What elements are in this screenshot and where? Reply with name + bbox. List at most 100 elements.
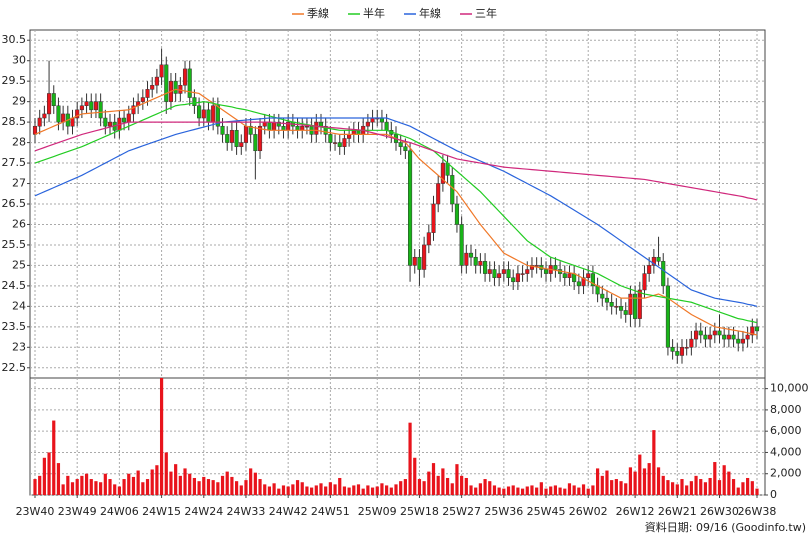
volume-bar <box>70 482 75 495</box>
volume-bar <box>258 479 262 495</box>
y-tick-label: 26.5 <box>2 197 27 210</box>
candle-body <box>159 64 164 78</box>
volume-bar <box>244 480 248 495</box>
candle-body <box>679 347 685 356</box>
candle-body <box>543 269 549 274</box>
volume-bar <box>220 475 225 495</box>
volume-bar <box>300 482 304 495</box>
candle-body <box>150 85 155 90</box>
volume-bar <box>727 471 731 495</box>
volume-bar <box>380 483 384 495</box>
x-tick-label: 26W12 <box>616 505 655 518</box>
candle-body <box>379 117 384 123</box>
volume-bar <box>685 485 689 495</box>
candle-body <box>323 125 328 135</box>
y-tick-label: 29 <box>12 95 26 108</box>
candle-body <box>483 261 488 274</box>
candle-body <box>351 130 356 135</box>
y-tick-label: 24.5 <box>2 279 27 292</box>
candle-body <box>633 293 638 319</box>
ma-line <box>34 117 758 307</box>
volume-bar <box>722 465 726 495</box>
volume-bar <box>164 452 168 495</box>
volume-bar <box>422 481 426 495</box>
candle-body <box>520 273 525 275</box>
candle-body <box>511 277 516 283</box>
candle-body <box>473 256 478 266</box>
legend-label: 季線 <box>307 6 329 20</box>
volume-bar <box>610 480 614 495</box>
candle-body <box>281 125 286 131</box>
volume-bar <box>595 468 600 495</box>
candle-body <box>576 281 581 287</box>
y2-tick-label: 4,000 <box>770 445 802 458</box>
candle-body <box>712 330 717 336</box>
volume-bar <box>680 479 684 495</box>
candle-body <box>529 265 535 270</box>
y2-tick-label: 6,000 <box>770 424 802 437</box>
candle-body <box>506 269 511 278</box>
volume-bar <box>408 422 412 495</box>
volume-bar <box>713 462 717 495</box>
x-tick-label: 25W09 <box>358 505 397 518</box>
candle-body <box>370 117 375 123</box>
candle-body <box>675 351 680 356</box>
candle-body <box>450 175 455 205</box>
volume-bar <box>183 468 187 495</box>
candle-body <box>337 142 342 147</box>
volume-bar <box>267 486 272 495</box>
x-tick-label: 25W27 <box>442 505 481 518</box>
candle-body <box>534 265 539 267</box>
candle-body <box>731 334 736 340</box>
volume-bar <box>736 487 740 495</box>
volume-bar <box>530 485 534 495</box>
volume-bar <box>478 483 482 495</box>
x-tick-label: 26W21 <box>658 505 697 518</box>
volume-bar <box>502 488 506 495</box>
candle-body <box>182 68 188 86</box>
candle-body <box>708 334 713 340</box>
volume-bar <box>310 487 314 495</box>
x-tick-label: 24W06 <box>100 505 139 518</box>
volume-bar <box>108 479 112 495</box>
candle-body <box>314 121 319 135</box>
volume-bar <box>628 467 633 495</box>
volume-bar <box>136 470 140 495</box>
x-tick-label: 23W49 <box>58 505 97 518</box>
candle-body <box>665 285 670 348</box>
volume-bar <box>174 464 178 495</box>
candle-body <box>586 273 591 278</box>
y-tick-label: 28.5 <box>2 115 27 128</box>
y-tick-label: 23.5 <box>2 320 27 333</box>
volume-bar <box>535 487 539 495</box>
volume-bar <box>675 484 679 495</box>
volume-bar <box>56 463 61 495</box>
candle-body <box>140 97 145 102</box>
volume-bar <box>549 486 553 495</box>
volume-bar <box>455 464 459 495</box>
volume-bar <box>216 482 220 495</box>
candle-body <box>736 338 741 344</box>
candle-body <box>333 142 338 144</box>
volume-bar <box>113 484 117 495</box>
candle-body <box>37 117 42 127</box>
candle-body <box>70 117 75 127</box>
candle-body <box>436 183 441 205</box>
volume-bar <box>94 481 98 495</box>
volume-bar <box>356 484 361 495</box>
volume-bar <box>352 485 356 495</box>
volume-bar <box>103 473 107 495</box>
legend-label: 三年 <box>475 6 497 20</box>
volume-bar <box>263 484 267 495</box>
volume-bar <box>717 480 722 495</box>
x-tick-label: 25W36 <box>484 505 523 518</box>
y-tick-label: 30 <box>12 54 26 67</box>
volume-bar <box>689 481 693 495</box>
candle-body <box>426 232 431 246</box>
candle-body <box>32 125 38 135</box>
volume-bar <box>305 486 309 495</box>
candle-body <box>356 130 361 135</box>
volume-bar <box>642 468 647 495</box>
volume-bar <box>633 471 637 495</box>
volume-bar <box>370 487 375 495</box>
